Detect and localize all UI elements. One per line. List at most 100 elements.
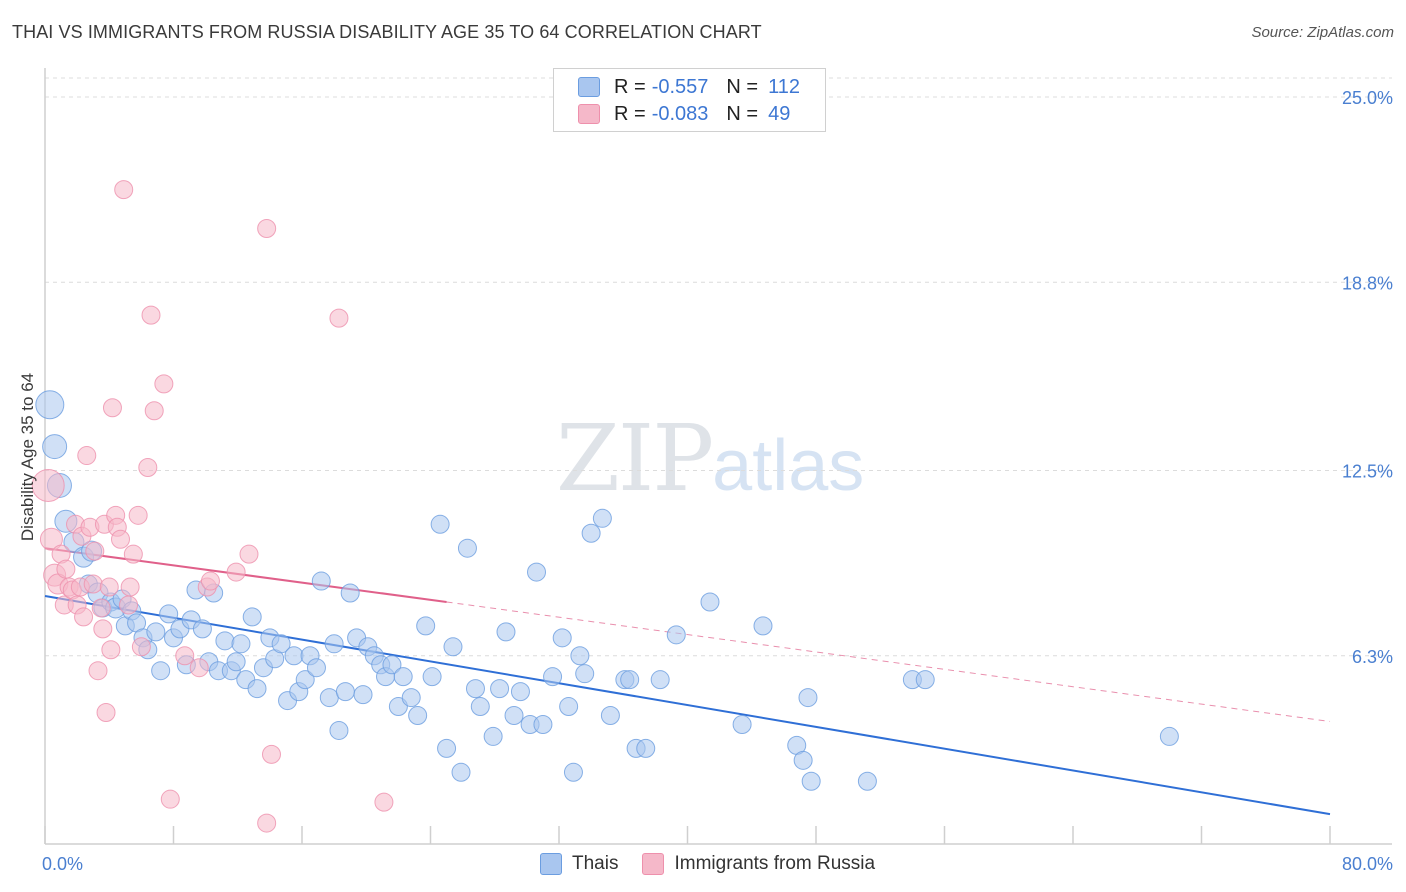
thais-point: [470, 697, 490, 717]
thais-point: [592, 508, 612, 528]
thais-point: [490, 679, 510, 699]
thais-point: [340, 583, 360, 603]
thais-point: [496, 622, 516, 642]
thais-point: [575, 664, 595, 684]
series-swatch-russia: [642, 853, 665, 875]
thais-point: [527, 562, 547, 582]
legend-swatch-russia: [578, 104, 600, 124]
thais-point: [430, 514, 450, 534]
thais-point: [271, 634, 291, 654]
thais-point: [636, 738, 656, 758]
russia-point: [226, 562, 246, 582]
thais-point: [581, 523, 601, 543]
thais-point: [226, 652, 246, 672]
thais-point: [798, 688, 818, 708]
source-credit: Source: ZipAtlas.com: [1251, 24, 1394, 41]
thais-point: [753, 616, 773, 636]
thais-point: [393, 667, 413, 687]
data-points: [31, 180, 1179, 833]
legend-n-value: 49: [768, 102, 791, 125]
thais-point: [151, 661, 171, 681]
thais-point: [451, 762, 471, 782]
russia-point: [114, 180, 134, 200]
thais-point: [1159, 726, 1179, 746]
thais-point: [284, 646, 304, 666]
legend-n-label: N =: [726, 75, 759, 98]
thais-trend-line: [44, 595, 1331, 816]
russia-point: [93, 619, 113, 639]
series-swatch-thais: [540, 853, 562, 875]
thais-point: [146, 622, 166, 642]
russia-point: [101, 640, 121, 660]
y-tick-label: 25.0%: [1342, 88, 1393, 108]
russia-point: [131, 637, 151, 657]
thais-point: [295, 670, 315, 690]
legend-n-value: 112: [768, 75, 800, 98]
series-legend-thais: Thais: [540, 853, 618, 875]
russia-point: [239, 544, 259, 564]
thais-point: [319, 688, 339, 708]
thais-point: [793, 750, 813, 770]
y-tick-label: 12.5%: [1342, 462, 1393, 482]
thais-point: [215, 631, 235, 651]
russia-point: [329, 308, 349, 328]
legend-r-value: -0.083: [651, 102, 709, 125]
thais-point: [306, 658, 326, 678]
legend-swatch-thais: [578, 77, 600, 97]
thais-point: [483, 726, 503, 746]
series-label-russia: Immigrants from Russia: [674, 853, 876, 874]
thais-point: [732, 714, 752, 734]
y-axis-label: Disability Age 35 to 64: [18, 373, 37, 541]
russia-point: [56, 559, 76, 579]
thais-point: [231, 634, 251, 654]
russia-point: [74, 607, 94, 627]
russia-point: [374, 792, 394, 812]
russia-point: [175, 646, 195, 666]
russia-trend-extension: [446, 601, 1331, 722]
thais-point: [408, 706, 428, 726]
chart-title: THAI VS IMMIGRANTS FROM RUSSIA DISABILIT…: [12, 22, 762, 42]
thais-point: [552, 628, 572, 648]
russia-point: [200, 571, 220, 591]
russia-point: [123, 544, 143, 564]
russia-point: [85, 541, 105, 561]
russia-point: [257, 218, 277, 238]
russia-point: [102, 398, 122, 418]
thais-point: [620, 670, 640, 690]
series-legend: Thais Immigrants from Russia: [540, 853, 899, 875]
y-tick-label: 18.8%: [1342, 273, 1393, 293]
thais-point: [443, 637, 463, 657]
thais-point: [159, 604, 179, 624]
thais-point: [324, 634, 344, 654]
russia-point: [138, 458, 158, 478]
russia-point: [144, 401, 164, 421]
thais-point: [35, 390, 65, 420]
thais-point: [600, 706, 620, 726]
trend-lines: [44, 547, 1331, 816]
thais-point: [242, 607, 262, 627]
russia-point: [99, 577, 119, 597]
thais-point: [570, 646, 590, 666]
thais-point: [192, 619, 212, 639]
y-tick-label: 6.3%: [1352, 647, 1393, 667]
thais-point: [559, 697, 579, 717]
russia-point: [83, 574, 103, 594]
thais-point: [465, 679, 485, 699]
russia-point: [257, 813, 277, 833]
thais-point: [510, 682, 530, 702]
thais-point: [353, 685, 373, 705]
thais-point: [311, 571, 331, 591]
x-tick-label: 0.0%: [42, 854, 83, 874]
russia-point: [128, 505, 148, 525]
russia-point: [31, 468, 65, 502]
watermark-zip: ZIP: [556, 405, 714, 512]
x-tick-label: 80.0%: [1342, 854, 1393, 874]
legend-r-label: R =: [614, 102, 646, 125]
watermark-atlas: atlas: [712, 426, 865, 506]
russia-point: [39, 527, 63, 551]
thais-point: [857, 771, 877, 791]
legend-n-label: N =: [726, 102, 759, 125]
thais-point: [247, 679, 267, 699]
russia-point: [261, 744, 281, 764]
